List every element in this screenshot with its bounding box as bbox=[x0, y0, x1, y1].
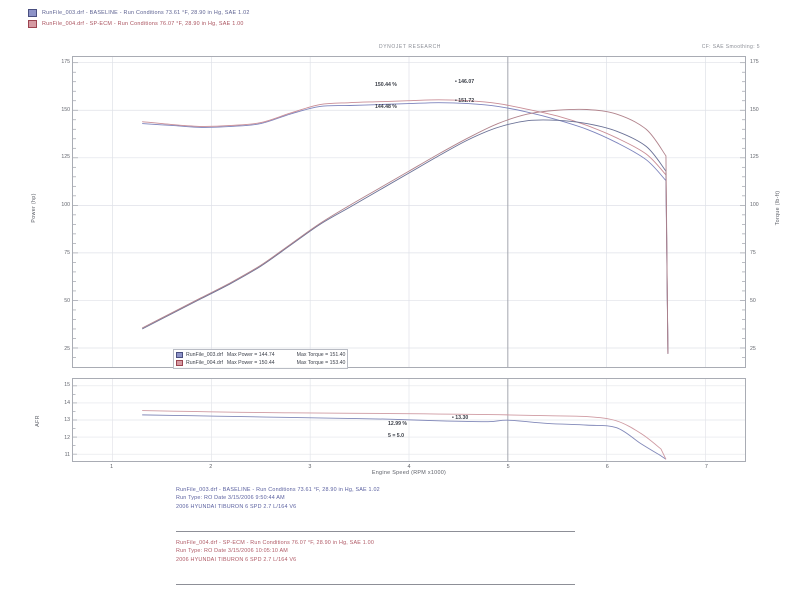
rpm-tick-6: 6 bbox=[605, 464, 609, 470]
rpm-tick-5: 5 bbox=[506, 464, 510, 470]
stats-swatch-blue bbox=[176, 352, 183, 358]
annotation-afr-secondary: 5 = 5.0 bbox=[388, 433, 405, 439]
bottom-legend-baseline-line-3: 2006 HYUNDAI TIBURON 6 SPD 2.7 L/164 V6 bbox=[176, 503, 297, 510]
afr-tick-15: 15 bbox=[64, 382, 70, 388]
y-axis-title-afr: AFR bbox=[35, 415, 41, 427]
y-axis-title-power: Power (hp) bbox=[31, 193, 37, 223]
stats-max-torque-modified: Max Torque = 153.40 bbox=[296, 360, 346, 366]
rpm-tick-7: 7 bbox=[704, 464, 708, 470]
chart-header-strip: DYNOJET RESEARCH CF: SAE Smoothing: 5 bbox=[60, 44, 760, 54]
x-axis-title-rpm: Engine Speed (RPM x1000) bbox=[371, 470, 447, 476]
torque-axis-ticks: 25 50 75 100 125 150 175 bbox=[750, 56, 780, 368]
top-legend-row-baseline: RunFile_003.drf - BASELINE - Run Conditi… bbox=[28, 8, 528, 18]
run-stats-row-baseline: RunFile_003.drf Max Power = 144.74 Max T… bbox=[176, 351, 345, 359]
stats-max-torque-baseline: Max Torque = 151.40 bbox=[296, 352, 346, 358]
power-tick-25: 25 bbox=[64, 345, 70, 352]
stats-run-name-baseline: RunFile_003.drf bbox=[186, 352, 223, 358]
annotation-afr-blue: 12.99 % bbox=[388, 421, 408, 427]
top-legend-label-baseline: RunFile_003.drf - BASELINE - Run Conditi… bbox=[42, 10, 250, 16]
annotation-afr-red: • 13.30 bbox=[452, 415, 469, 421]
torque-tick-50: 50 bbox=[750, 298, 756, 304]
power-tick-100: 100 bbox=[61, 202, 70, 209]
legend-divider-top bbox=[176, 531, 575, 532]
torque-tick-75: 75 bbox=[750, 250, 756, 257]
run-stats-row-modified: RunFile_004.drf Max Power = 150.44 Max T… bbox=[176, 359, 345, 367]
top-legend-row-modified: RunFile_004.drf - SP-ECM - Run Condition… bbox=[28, 19, 528, 29]
top-run-legend: RunFile_003.drf - BASELINE - Run Conditi… bbox=[28, 8, 528, 30]
run-stats-legend: RunFile_003.drf Max Power = 144.74 Max T… bbox=[173, 349, 349, 369]
power-axis-ticks: 25 50 75 100 125 150 175 bbox=[44, 56, 70, 368]
y-axis-title-torque: Torque (lb-ft) bbox=[775, 190, 781, 226]
annotation-peak-power-blue: 144.48 % bbox=[375, 104, 397, 110]
power-tick-75: 75 bbox=[64, 250, 70, 257]
stats-max-power-modified: Max Power = 150.44 bbox=[226, 360, 275, 366]
stats-max-power-baseline: Max Power = 144.74 bbox=[226, 352, 275, 358]
afr-tick-13: 13 bbox=[64, 417, 70, 423]
torque-tick-25: 25 bbox=[750, 345, 756, 352]
bottom-legend-baseline-line-2: Run Type: RO Date 3/15/2006 9:50:44 AM bbox=[176, 495, 285, 502]
bottom-legend-modified-line-2: Run Type: RO Date 3/15/2006 10:05:10 AM bbox=[176, 548, 288, 555]
torque-tick-100: 100 bbox=[750, 202, 759, 209]
rpm-tick-3: 3 bbox=[308, 464, 312, 470]
afr-tick-14: 14 bbox=[64, 399, 70, 406]
legend-divider-bottom bbox=[176, 584, 575, 585]
stats-swatch-red bbox=[176, 360, 183, 366]
annotation-peak-torque-red: • 146.07 bbox=[455, 79, 475, 85]
rpm-tick-4: 4 bbox=[407, 464, 411, 470]
power-tick-175: 175 bbox=[61, 58, 70, 65]
power-torque-plot: RunFile_003.drf Max Power = 144.74 Max T… bbox=[72, 56, 746, 369]
rpm-tick-2: 2 bbox=[209, 464, 213, 470]
annotation-peak-torque-blue: 150.44 % bbox=[375, 82, 397, 88]
power-tick-125: 125 bbox=[61, 154, 70, 161]
torque-tick-125: 125 bbox=[750, 154, 759, 161]
stats-run-name-modified: RunFile_004.drf bbox=[186, 360, 223, 366]
bottom-legend-baseline: RunFile_003.drf - BASELINE - Run Conditi… bbox=[176, 486, 606, 511]
afr-plot bbox=[72, 378, 746, 462]
afr-axis-ticks: 11 12 13 14 15 bbox=[44, 378, 70, 462]
run-color-swatch-red bbox=[28, 20, 37, 28]
power-torque-curves bbox=[141, 57, 669, 367]
afr-curves bbox=[142, 379, 667, 461]
afr-plot-inner bbox=[73, 379, 745, 461]
rpm-tick-1: 1 bbox=[110, 464, 114, 470]
chart-header-title: DYNOJET RESEARCH bbox=[378, 44, 442, 50]
annotation-peak-power-red: • 151.72 bbox=[455, 98, 475, 104]
power-tick-150: 150 bbox=[61, 106, 70, 113]
run-color-swatch-blue bbox=[28, 9, 37, 17]
afr-tick-11: 11 bbox=[64, 452, 70, 458]
torque-tick-150: 150 bbox=[750, 106, 759, 113]
top-legend-label-modified: RunFile_004.drf - SP-ECM - Run Condition… bbox=[42, 21, 244, 27]
bottom-legend-modified-line-1: RunFile_004.drf - SP-ECM - Run Condition… bbox=[176, 540, 375, 546]
power-torque-plot-inner bbox=[73, 57, 745, 367]
rpm-axis-ticks: 1 2 3 4 5 6 7 bbox=[72, 464, 746, 474]
torque-tick-175: 175 bbox=[750, 58, 759, 65]
bottom-legend-baseline-line-1: RunFile_003.drf - BASELINE - Run Conditi… bbox=[176, 487, 380, 493]
bottom-legend-modified: RunFile_004.drf - SP-ECM - Run Condition… bbox=[176, 539, 606, 564]
afr-tick-12: 12 bbox=[64, 434, 70, 441]
chart-header-smoothing: CF: SAE Smoothing: 5 bbox=[701, 44, 760, 50]
power-tick-50: 50 bbox=[64, 298, 70, 304]
bottom-legend-modified-line-3: 2006 HYUNDAI TIBURON 6 SPD 2.7 L/164 V6 bbox=[176, 556, 297, 563]
